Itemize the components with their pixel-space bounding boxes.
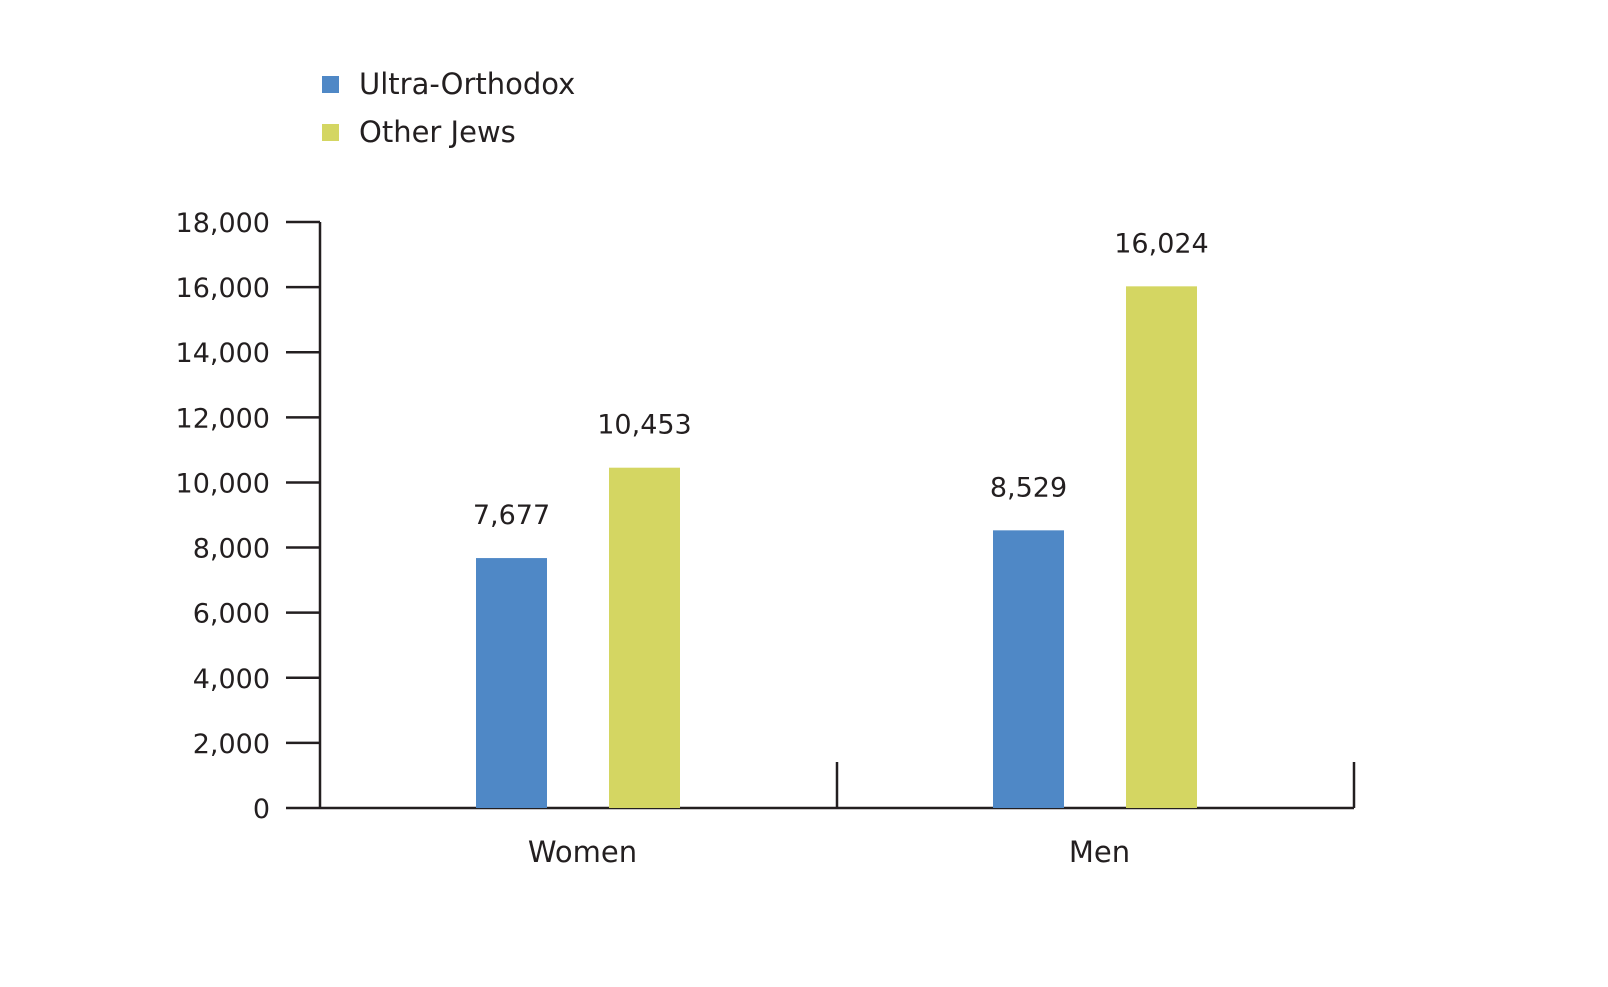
y-tick-label: 10,000 bbox=[176, 468, 270, 499]
legend-swatch bbox=[322, 124, 339, 141]
y-tick-label: 12,000 bbox=[176, 403, 270, 434]
bar-other-jews-men bbox=[1126, 286, 1197, 808]
data-label: 8,529 bbox=[990, 472, 1067, 503]
y-tick-label: 2,000 bbox=[193, 729, 270, 760]
y-tick-label: 18,000 bbox=[176, 208, 270, 239]
y-tick-label: 0 bbox=[253, 794, 270, 825]
data-label: 16,024 bbox=[1114, 228, 1208, 259]
x-category-label: Women bbox=[528, 835, 637, 869]
data-label: 7,677 bbox=[473, 500, 550, 531]
bar-other-jews-women bbox=[609, 467, 680, 808]
x-axis: Women Men bbox=[320, 762, 1356, 869]
y-tick-label: 4,000 bbox=[193, 664, 270, 695]
data-label: 10,453 bbox=[597, 410, 691, 441]
bar-ultra-orthodox-men bbox=[993, 530, 1064, 808]
legend: Ultra-Orthodox Other Jews bbox=[322, 67, 575, 149]
legend-swatch bbox=[322, 76, 339, 93]
y-axis: 0 2,000 4,000 6,000 8,000 10,000 12,000 14,000 1… bbox=[176, 208, 322, 825]
y-tick-label: 8,000 bbox=[193, 534, 270, 565]
y-tick-label: 6,000 bbox=[193, 599, 270, 630]
bars bbox=[476, 286, 1197, 808]
y-tick-label: 16,000 bbox=[176, 273, 270, 304]
legend-label: Other Jews bbox=[359, 115, 516, 149]
x-category-label: Men bbox=[1069, 835, 1130, 869]
legend-label: Ultra-Orthodox bbox=[359, 67, 575, 101]
bar-ultra-orthodox-women bbox=[476, 558, 547, 808]
y-tick-label: 14,000 bbox=[176, 338, 270, 369]
data-labels: 7,677 10,453 8,529 16,024 bbox=[473, 228, 1209, 531]
